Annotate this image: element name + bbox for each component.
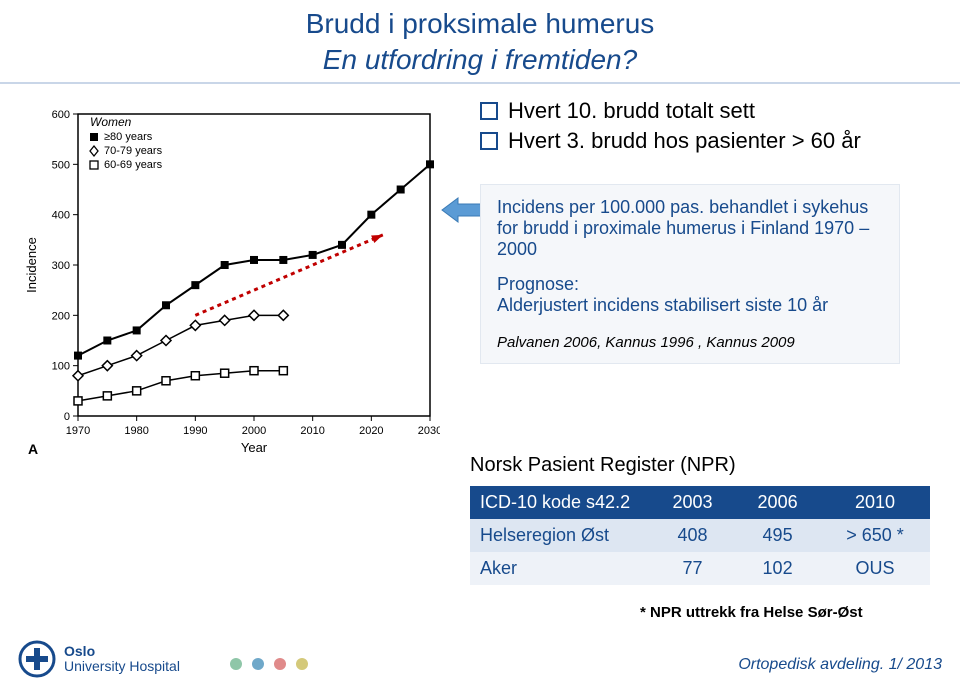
table-cell: > 650 * [820, 519, 930, 552]
logo-line2: University Hospital [64, 659, 180, 674]
npr-table: ICD-10 kode s42.2 2003 2006 2010 Helsere… [470, 486, 930, 585]
svg-text:1980: 1980 [124, 425, 148, 437]
incidence-chart: 0 100 200 300 400 500 600 1970 1980 1990 2000 2010 2… [20, 104, 440, 464]
table-cell: 408 [650, 519, 735, 552]
svg-text:≥80 years: ≥80 years [104, 131, 153, 143]
svg-text:2010: 2010 [300, 425, 324, 437]
title-block: Brudd i proksimale humerus En utfordring… [0, 0, 960, 84]
logo-line1: Oslo [64, 644, 180, 659]
pointer-arrow-icon [440, 194, 484, 231]
footer-dot [274, 658, 286, 670]
svg-text:A: A [28, 441, 38, 457]
svg-text:Year: Year [241, 440, 268, 455]
bullet-text: Hvert 10. brudd totalt sett [508, 98, 755, 124]
slide-footer: Oslo University Hospital Ortopedisk avde… [0, 634, 960, 684]
table-cell: 77 [650, 552, 735, 585]
hospital-logo: Oslo University Hospital [18, 640, 180, 678]
table-cell: Helseregion Øst [470, 519, 650, 552]
svg-text:1970: 1970 [66, 425, 90, 437]
prognosis-label: Prognose: [497, 274, 883, 295]
svg-text:2030: 2030 [418, 425, 440, 437]
table-row: Aker 77 102 OUS [470, 552, 930, 585]
svg-text:70-79 years: 70-79 years [104, 145, 163, 157]
chart-svg: 0 100 200 300 400 500 600 1970 1980 1990 2000 2010 2… [20, 104, 440, 464]
svg-text:Women: Women [90, 115, 132, 129]
bullet-item: Hvert 3. brudd hos pasienter > 60 år [480, 128, 861, 154]
svg-text:1990: 1990 [183, 425, 207, 437]
footer-dot [230, 658, 242, 670]
info-text: Incidens per 100.000 pas. behandlet i sy… [497, 197, 883, 260]
svg-text:200: 200 [52, 310, 70, 322]
slide-subtitle: En utfordring i fremtiden? [0, 44, 960, 76]
svg-text:0: 0 [64, 411, 70, 423]
svg-text:2000: 2000 [242, 425, 266, 437]
info-box: Incidens per 100.000 pas. behandlet i sy… [480, 184, 900, 364]
table-header: 2010 [820, 486, 930, 519]
footer-dot [252, 658, 264, 670]
table-header: ICD-10 kode s42.2 [470, 486, 650, 519]
table-header: 2006 [735, 486, 820, 519]
svg-text:60-69 years: 60-69 years [104, 159, 163, 171]
table-footnote: * NPR uttrekk fra Helse Sør-Øst [640, 604, 863, 621]
svg-text:500: 500 [52, 159, 70, 171]
bullet-item: Hvert 10. brudd totalt sett [480, 98, 861, 124]
bullet-list: Hvert 10. brudd totalt sett Hvert 3. bru… [480, 94, 861, 158]
logo-text: Oslo University Hospital [64, 644, 180, 675]
table-cell: 102 [735, 552, 820, 585]
table-row: Helseregion Øst 408 495 > 650 * [470, 519, 930, 552]
bullet-text: Hvert 3. brudd hos pasienter > 60 år [508, 128, 861, 154]
npr-label: Norsk Pasient Register (NPR) [470, 454, 736, 477]
logo-icon [18, 640, 56, 678]
svg-text:2020: 2020 [359, 425, 383, 437]
table-cell: Aker [470, 552, 650, 585]
table-cell: 495 [735, 519, 820, 552]
svg-text:600: 600 [52, 109, 70, 121]
slide-title: Brudd i proksimale humerus [0, 8, 960, 40]
checkbox-icon [480, 132, 498, 150]
svg-text:300: 300 [52, 260, 70, 272]
checkbox-icon [480, 102, 498, 120]
table-header: 2003 [650, 486, 735, 519]
table-header-row: ICD-10 kode s42.2 2003 2006 2010 [470, 486, 930, 519]
table-cell: OUS [820, 552, 930, 585]
svg-text:100: 100 [52, 361, 70, 373]
footer-dots [230, 658, 308, 670]
svg-text:Incidence: Incidence [24, 237, 39, 293]
svg-text:400: 400 [52, 210, 70, 222]
prognosis-text: Alderjustert incidens stabilisert siste … [497, 295, 883, 316]
footer-right-text: Ortopedisk avdeling. 1/ 2013 [738, 656, 942, 674]
citation: Palvanen 2006, Kannus 1996 , Kannus 2009 [497, 334, 883, 351]
footer-dot [296, 658, 308, 670]
